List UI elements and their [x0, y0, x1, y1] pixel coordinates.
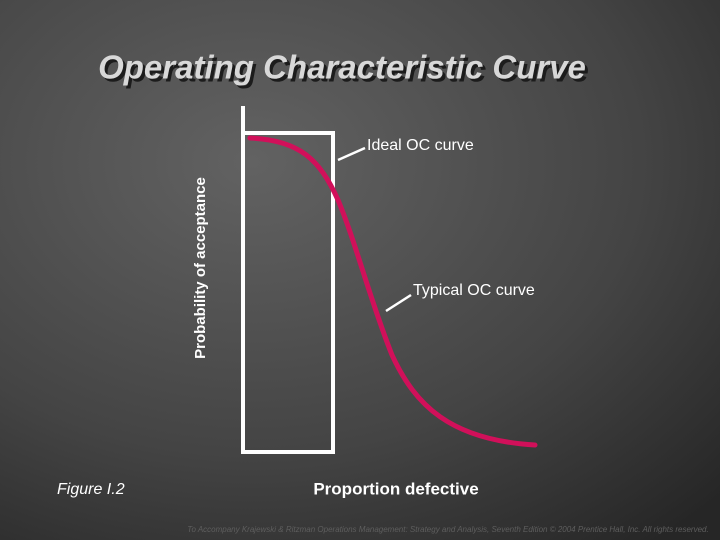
typical-pointer [385, 293, 412, 313]
ideal-pointer [337, 146, 366, 162]
footer: To Accompany Krajewski & Ritzman Operati… [187, 525, 708, 534]
axes [241, 106, 335, 454]
y-axis-label: Probability of acceptance [192, 177, 209, 359]
x-axis-label: Proportion defective [313, 479, 478, 498]
title-shadow: Operating Characteristic Curve [101, 52, 589, 89]
figure-label: Figure I.2 [57, 481, 125, 498]
typical-label: Typical OC curve [413, 282, 535, 299]
ideal-oc-curve [243, 131, 335, 454]
ideal-label: Ideal OC curve [367, 137, 474, 154]
typical-oc-curve [247, 135, 538, 448]
title: Operating Characteristic Curve [98, 49, 586, 86]
